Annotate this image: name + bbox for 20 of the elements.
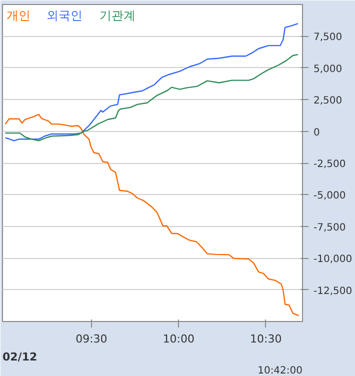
text: 기관계: [100, 8, 136, 22]
y-tick-label: 2,500: [314, 96, 342, 107]
line-series: [4, 114, 300, 316]
y-tick-label: -2,500: [314, 159, 346, 170]
y-tick-label: -5,000: [314, 190, 346, 202]
text: 외국인: [46, 8, 82, 22]
y-tick-label: -12,500: [314, 286, 352, 297]
y-tick-label: 7,500: [314, 32, 342, 44]
x-tick-label: 09:30: [76, 332, 108, 346]
line-series: [4, 54, 299, 142]
y-tick-label: 0: [314, 127, 320, 138]
text: 개인: [6, 8, 30, 22]
x-tick-label: 10:30: [250, 332, 282, 346]
y-tick-label: -7,500: [314, 222, 346, 234]
text: 10:42:00: [258, 366, 303, 376]
line-series: [4, 22, 299, 142]
y-tick-label: 5,000: [314, 64, 342, 75]
x-tick-label: 10:00: [162, 332, 195, 346]
y-tick-label: -10,000: [314, 254, 352, 266]
text: 02/12: [2, 350, 38, 364]
